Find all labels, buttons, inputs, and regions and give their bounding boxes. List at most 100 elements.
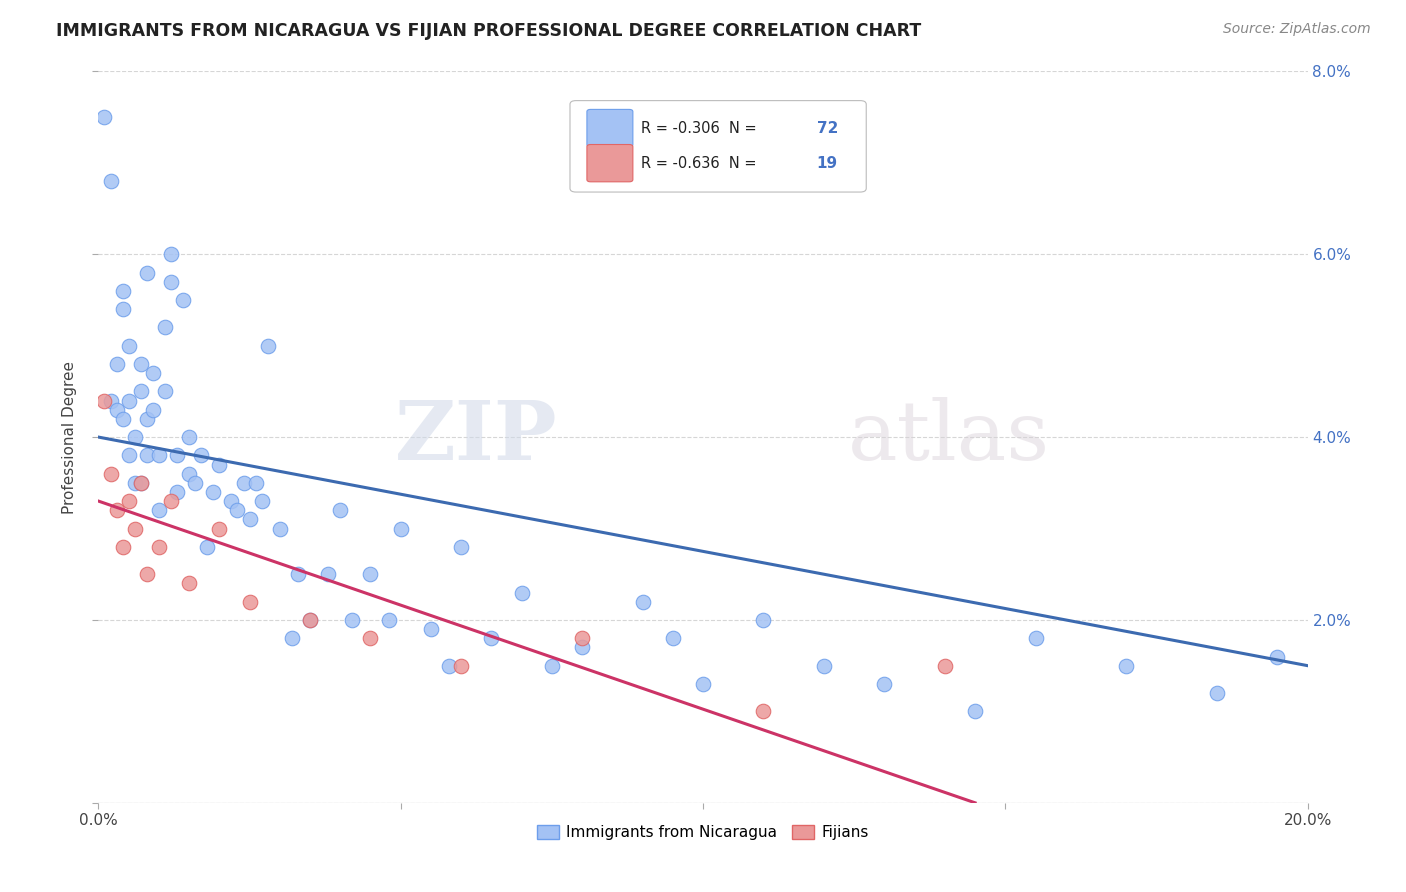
Point bbox=[226, 503, 249, 517]
Point bbox=[124, 521, 146, 535]
Point bbox=[118, 338, 141, 352]
Point bbox=[389, 521, 412, 535]
Point bbox=[287, 567, 309, 582]
Point bbox=[752, 705, 775, 719]
Point bbox=[111, 284, 134, 298]
Point bbox=[965, 705, 987, 719]
Point bbox=[179, 430, 201, 444]
FancyBboxPatch shape bbox=[569, 101, 866, 192]
Point bbox=[377, 613, 399, 627]
Point bbox=[571, 640, 593, 655]
Point bbox=[129, 357, 152, 371]
Point bbox=[342, 613, 364, 627]
Point bbox=[934, 658, 956, 673]
Point bbox=[135, 266, 157, 280]
Point bbox=[437, 658, 460, 673]
Point bbox=[166, 449, 188, 463]
Point bbox=[160, 494, 183, 508]
Point bbox=[360, 567, 382, 582]
Point bbox=[160, 247, 183, 261]
Text: IMMIGRANTS FROM NICARAGUA VS FIJIAN PROFESSIONAL DEGREE CORRELATION CHART: IMMIGRANTS FROM NICARAGUA VS FIJIAN PROF… bbox=[56, 22, 921, 40]
Point bbox=[153, 384, 176, 399]
Point bbox=[118, 393, 141, 408]
Point bbox=[100, 174, 122, 188]
Point bbox=[118, 494, 141, 508]
Point bbox=[316, 567, 339, 582]
Point bbox=[269, 521, 291, 535]
Point bbox=[692, 677, 714, 691]
Point bbox=[813, 658, 835, 673]
FancyBboxPatch shape bbox=[586, 110, 633, 146]
Point bbox=[1024, 632, 1046, 646]
Point bbox=[256, 338, 278, 352]
Point bbox=[1115, 658, 1137, 673]
Text: 72: 72 bbox=[817, 121, 838, 136]
Text: 19: 19 bbox=[817, 156, 838, 171]
Point bbox=[93, 393, 115, 408]
Point bbox=[1206, 686, 1229, 700]
Point bbox=[100, 467, 122, 481]
Point bbox=[184, 475, 207, 490]
Text: atlas: atlas bbox=[848, 397, 1050, 477]
Point bbox=[299, 613, 322, 627]
Legend: Immigrants from Nicaragua, Fijians: Immigrants from Nicaragua, Fijians bbox=[531, 819, 875, 847]
Point bbox=[135, 567, 157, 582]
Point bbox=[105, 402, 128, 417]
Point bbox=[420, 622, 443, 636]
Point bbox=[873, 677, 896, 691]
Point bbox=[239, 595, 262, 609]
Point bbox=[208, 521, 231, 535]
Point bbox=[661, 632, 683, 646]
Point bbox=[148, 503, 170, 517]
Point bbox=[631, 595, 654, 609]
Point bbox=[166, 485, 188, 500]
Point bbox=[129, 384, 152, 399]
Point bbox=[752, 613, 775, 627]
Point bbox=[129, 475, 152, 490]
Point bbox=[148, 540, 170, 554]
Point bbox=[481, 632, 503, 646]
Point bbox=[360, 632, 382, 646]
Point bbox=[1267, 649, 1289, 664]
Point bbox=[93, 110, 115, 124]
Point bbox=[208, 458, 231, 472]
Point bbox=[153, 320, 176, 334]
Point bbox=[179, 467, 201, 481]
Text: R = -0.306  N =: R = -0.306 N = bbox=[641, 121, 762, 136]
Text: ZIP: ZIP bbox=[395, 397, 558, 477]
Point bbox=[135, 412, 157, 426]
Point bbox=[329, 503, 352, 517]
Y-axis label: Professional Degree: Professional Degree bbox=[62, 360, 77, 514]
Point bbox=[129, 475, 152, 490]
Point bbox=[281, 632, 304, 646]
FancyBboxPatch shape bbox=[586, 145, 633, 182]
Point bbox=[221, 494, 243, 508]
Point bbox=[100, 393, 122, 408]
Point bbox=[239, 512, 262, 526]
Point bbox=[450, 540, 472, 554]
Text: R = -0.636  N =: R = -0.636 N = bbox=[641, 156, 762, 171]
Point bbox=[111, 540, 134, 554]
Point bbox=[172, 293, 194, 307]
Point bbox=[135, 449, 157, 463]
Point bbox=[142, 402, 165, 417]
Point bbox=[195, 540, 218, 554]
Point bbox=[142, 366, 165, 380]
Point bbox=[124, 430, 146, 444]
Point bbox=[202, 485, 225, 500]
Point bbox=[571, 632, 593, 646]
Point bbox=[510, 585, 533, 599]
Point bbox=[105, 357, 128, 371]
Point bbox=[299, 613, 322, 627]
Point bbox=[179, 576, 201, 591]
Point bbox=[148, 449, 170, 463]
Point bbox=[118, 449, 141, 463]
Point bbox=[245, 475, 267, 490]
Point bbox=[111, 412, 134, 426]
Point bbox=[160, 275, 183, 289]
Point bbox=[190, 449, 212, 463]
Point bbox=[450, 658, 472, 673]
Point bbox=[540, 658, 562, 673]
Point bbox=[124, 475, 146, 490]
Text: Source: ZipAtlas.com: Source: ZipAtlas.com bbox=[1223, 22, 1371, 37]
